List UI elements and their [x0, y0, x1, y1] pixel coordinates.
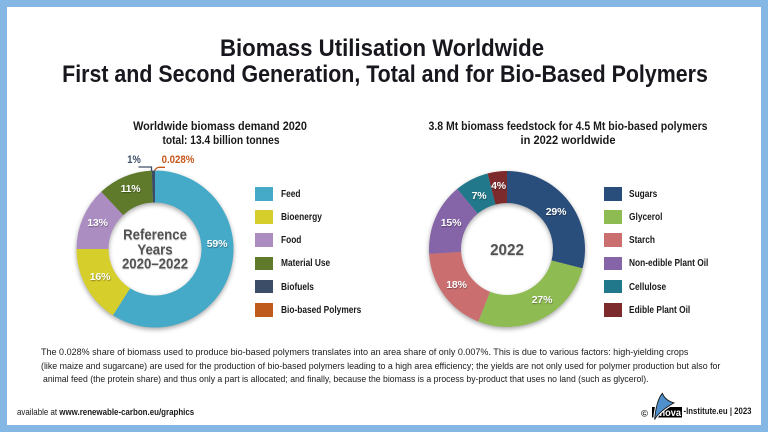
svg-text:-Institute.eu | 2023: -Institute.eu | 2023: [684, 406, 752, 417]
svg-text:©: ©: [641, 408, 648, 419]
svg-text:nova: nova: [660, 408, 682, 419]
